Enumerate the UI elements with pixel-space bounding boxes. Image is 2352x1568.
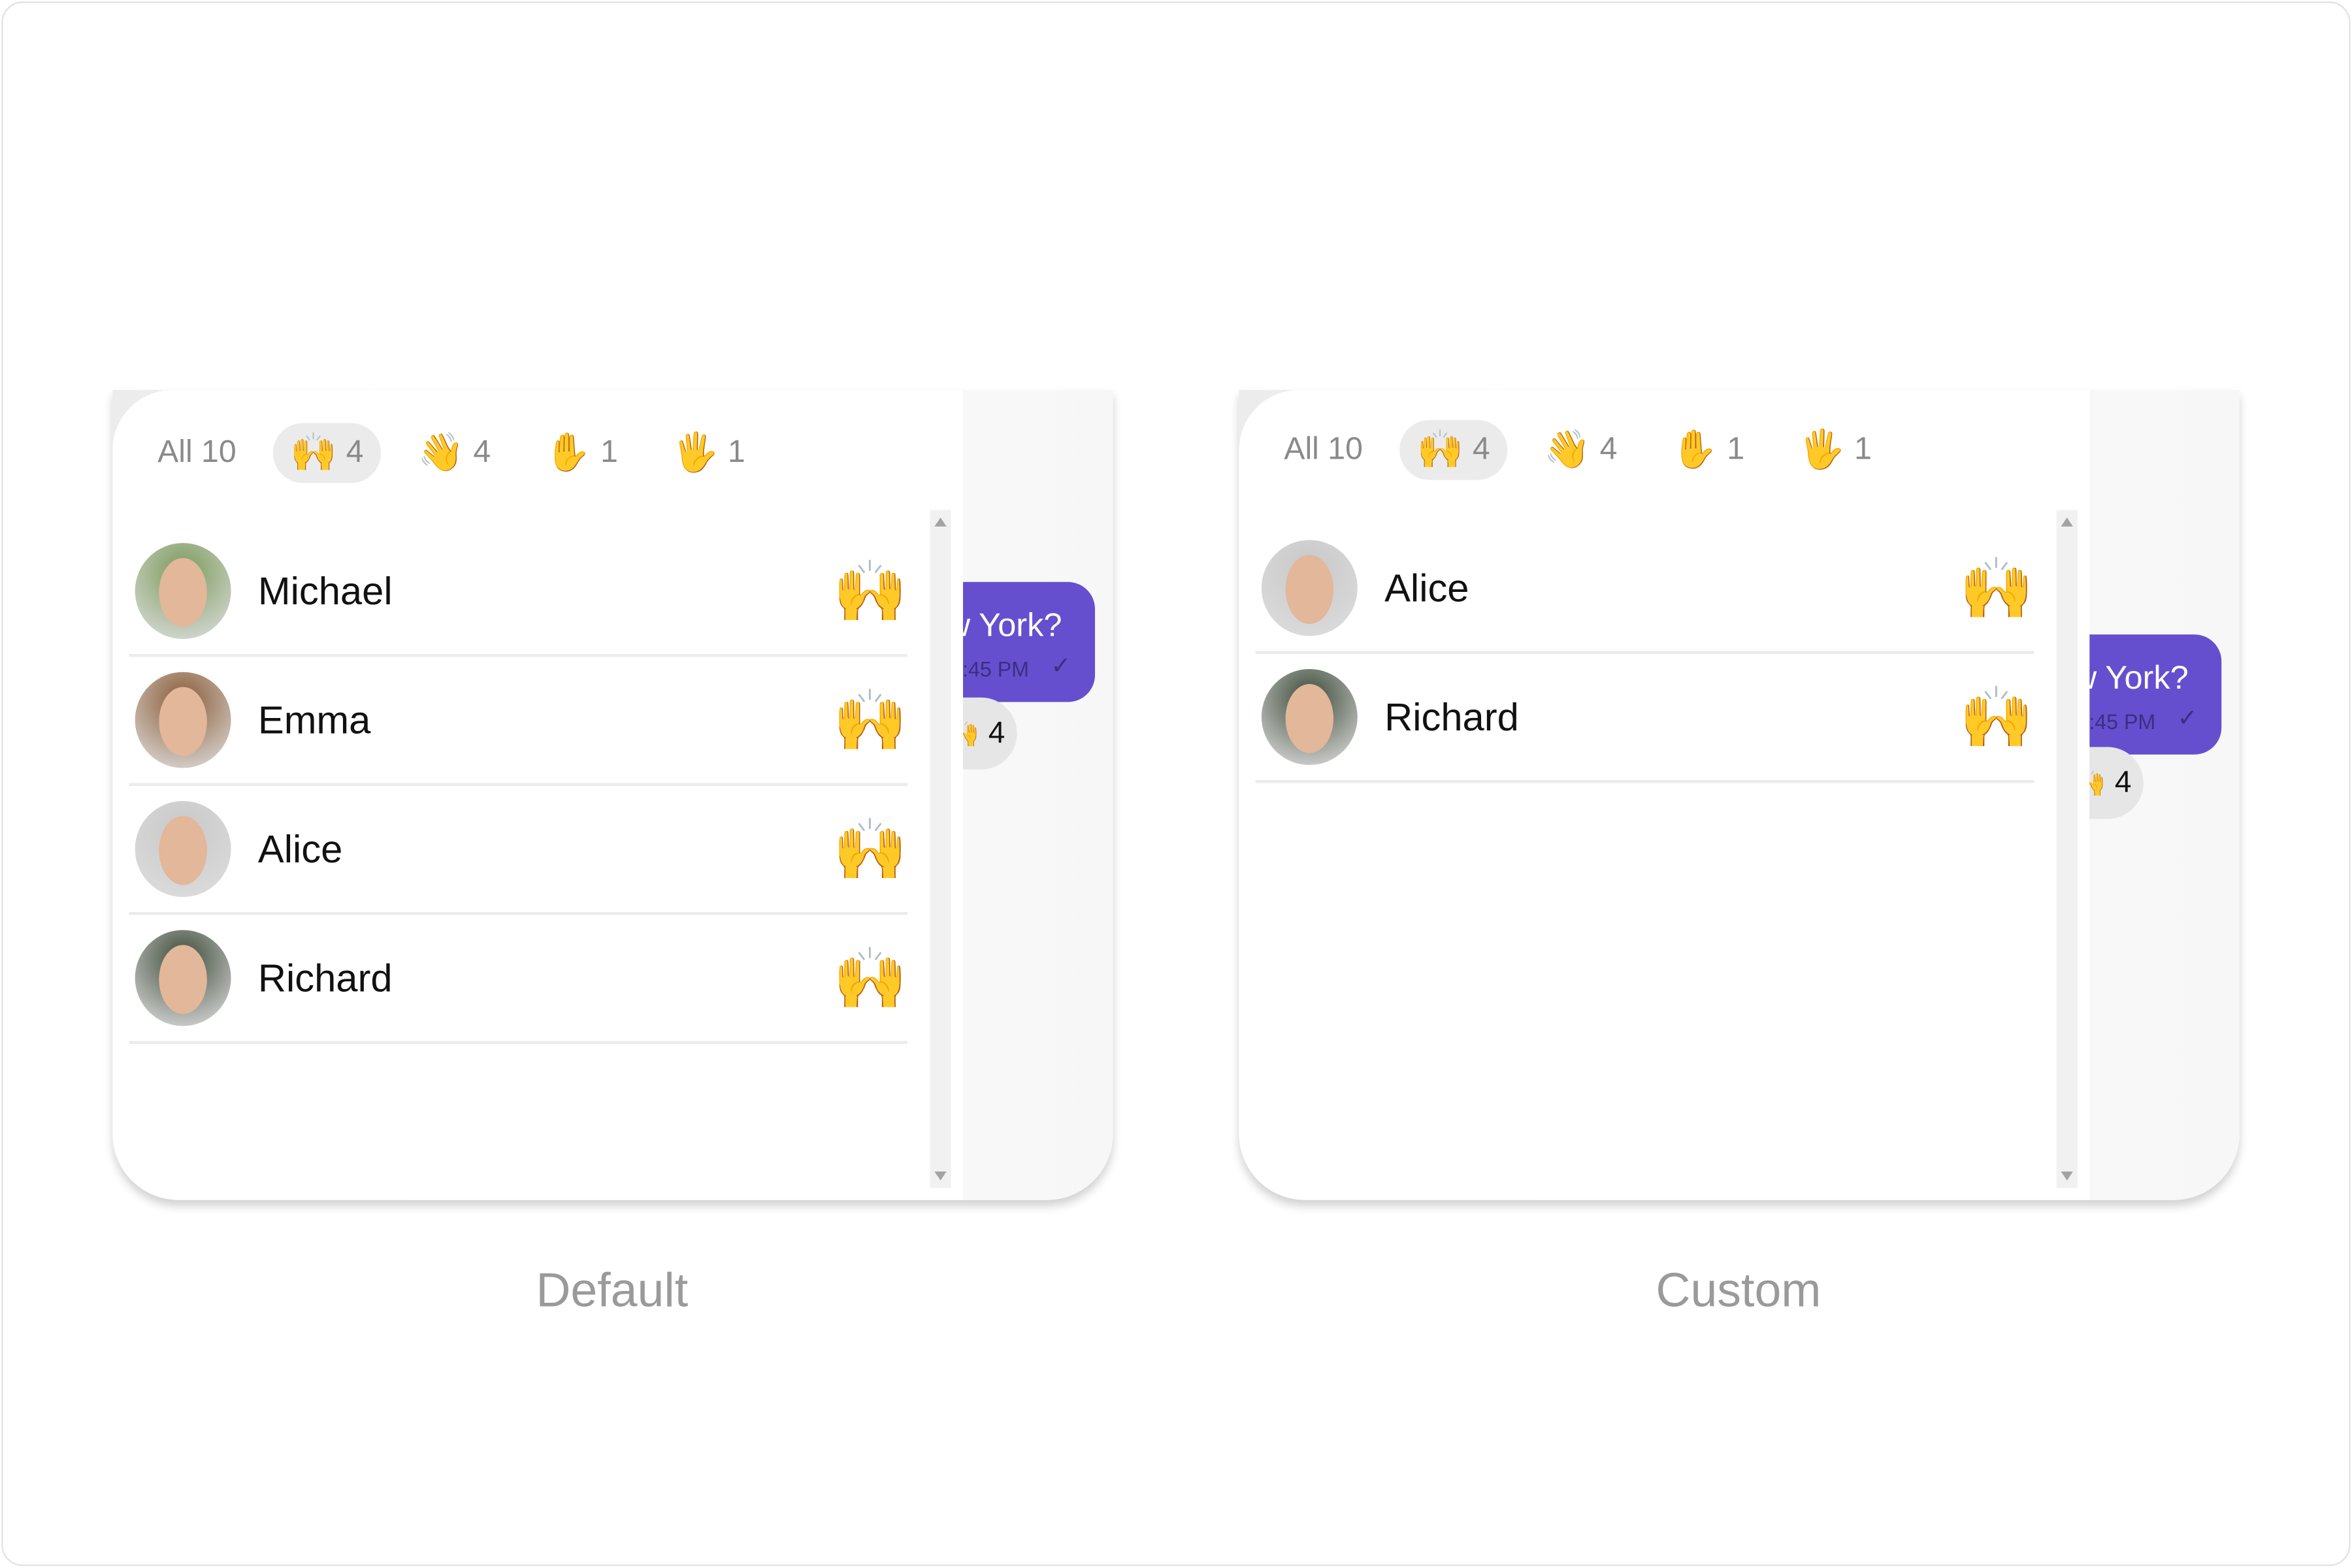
message-text: w York? bbox=[946, 606, 1062, 644]
check-icon: ✓ bbox=[2177, 706, 2198, 732]
tab-reaction-4[interactable]: 🖐 1 bbox=[1780, 420, 1889, 480]
raising-hands-icon: 🙌 bbox=[832, 687, 908, 754]
raising-hands-icon: 🙌 bbox=[832, 817, 908, 883]
tab-count: 4 bbox=[473, 434, 491, 470]
scroll-down-arrow-icon[interactable] bbox=[2061, 1171, 2073, 1181]
avatar bbox=[135, 930, 231, 1026]
scroll-up-arrow-icon[interactable] bbox=[934, 517, 947, 527]
avatar bbox=[1261, 668, 1358, 765]
reactions-popover: All 10 🙌 4 👋 4 ✋ 1 🖐 1 Michael 🙌 Emma 🙌 Alice 🙌 … bbox=[112, 389, 963, 1200]
user-name: Richard bbox=[257, 955, 393, 1000]
avatar bbox=[135, 672, 231, 768]
panel-caption: Custom bbox=[1656, 1263, 1821, 1317]
reaction-count: 4 bbox=[2114, 766, 2132, 799]
tab-reaction-2[interactable]: 👋 4 bbox=[400, 423, 509, 483]
check-icon: ✓ bbox=[1051, 654, 1071, 680]
scrollbar[interactable] bbox=[930, 510, 951, 1188]
user-name: Alice bbox=[257, 825, 343, 871]
tab-reaction-1[interactable]: 🙌 4 bbox=[1398, 419, 1509, 480]
tab-label: All 10 bbox=[157, 434, 237, 470]
reaction-emoji-icon: ✋ bbox=[544, 431, 592, 474]
reactions-popover: All 10 🙌 4 👋 4 ✋ 1 🖐 1 Alice 🙌 Richard 🙌 bbox=[1239, 389, 2090, 1200]
user-name: Michael bbox=[257, 567, 393, 613]
avatar bbox=[1261, 540, 1358, 636]
tab-label: All 10 bbox=[1284, 432, 1363, 467]
message-bubble[interactable]: w York? 10:45 PM ✓ bbox=[2066, 634, 2222, 755]
list-item[interactable]: Alice 🙌 bbox=[1255, 525, 2034, 655]
reactor-list: Alice 🙌 Richard 🙌 bbox=[1255, 525, 2034, 783]
reaction-emoji-icon: 🙌 bbox=[290, 431, 337, 474]
reaction-emoji-icon: 🙌 bbox=[1416, 428, 1464, 470]
chat-background: w York? 10:45 PM ✓ 🙌4 +2 bbox=[2044, 390, 2240, 1200]
list-item[interactable]: Emma 🙌 bbox=[129, 657, 908, 787]
reaction-list-card-default: w York? 10:45 PM ✓ 🙌4 +2 All 10🙌4👋4✋1🖐1 … bbox=[112, 389, 1113, 1200]
tab-count: 1 bbox=[727, 434, 745, 470]
reaction-emoji-icon: ✋ bbox=[1671, 428, 1718, 470]
reactor-list: Michael 🙌 Emma 🙌 Alice 🙌 Richard 🙌 bbox=[129, 528, 908, 1044]
user-name: Richard bbox=[1384, 693, 1519, 739]
reaction-list-card-custom: w York? 10:45 PM ✓ 🙌4 +2 All 10🙌4👋4✋1🖐1 … bbox=[1239, 389, 2240, 1200]
tab-count: 1 bbox=[600, 434, 618, 470]
tab-reaction-0[interactable]: All 10 bbox=[1266, 420, 1381, 480]
panel-caption: Default bbox=[536, 1263, 689, 1317]
reaction-count: 4 bbox=[988, 716, 1005, 749]
scroll-down-arrow-icon[interactable] bbox=[934, 1171, 947, 1181]
tab-reaction-4[interactable]: 🖐 1 bbox=[654, 423, 763, 483]
tab-reaction-2[interactable]: 👋 4 bbox=[1526, 420, 1635, 480]
tab-reaction-3[interactable]: ✋ 1 bbox=[527, 423, 636, 483]
reaction-emoji-icon: 🖐 bbox=[672, 431, 719, 474]
tab-reaction-3[interactable]: ✋ 1 bbox=[1654, 420, 1763, 480]
scrollbar[interactable] bbox=[2056, 510, 2078, 1188]
avatar bbox=[135, 801, 231, 897]
user-name: Alice bbox=[1384, 564, 1469, 610]
tab-count: 1 bbox=[1854, 432, 1872, 467]
tab-count: 4 bbox=[346, 434, 364, 470]
user-name: Emma bbox=[257, 696, 371, 742]
list-item[interactable]: Richard 🙌 bbox=[1255, 654, 2034, 783]
reaction-emoji-icon: 👋 bbox=[1544, 428, 1591, 470]
tab-count: 1 bbox=[1727, 432, 1745, 467]
reaction-tabs: All 10 🙌 4 👋 4 ✋ 1 🖐 1 bbox=[1266, 419, 1908, 480]
raising-hands-icon: 🙌 bbox=[832, 945, 908, 1012]
raising-hands-icon: 🙌 bbox=[1959, 685, 2034, 751]
avatar bbox=[135, 543, 231, 640]
list-item[interactable]: Alice 🙌 bbox=[129, 786, 908, 915]
tab-reaction-0[interactable]: All 10 bbox=[140, 423, 255, 483]
reaction-tabs: All 10 🙌 4 👋 4 ✋ 1 🖐 1 bbox=[140, 423, 781, 483]
reaction-emoji-icon: 👋 bbox=[417, 431, 465, 474]
message-text: w York? bbox=[2072, 658, 2189, 696]
tab-count: 4 bbox=[1599, 432, 1618, 467]
list-item[interactable]: Michael 🙌 bbox=[129, 528, 908, 657]
raising-hands-icon: 🙌 bbox=[832, 559, 908, 625]
list-item[interactable]: Richard 🙌 bbox=[129, 915, 908, 1044]
message-bubble[interactable]: w York? 10:45 PM ✓ bbox=[939, 581, 1096, 702]
reaction-emoji-icon: 🖐 bbox=[1798, 428, 1846, 470]
chat-background: w York? 10:45 PM ✓ 🙌4 +2 bbox=[918, 390, 1113, 1200]
tab-count: 4 bbox=[1472, 432, 1490, 467]
raising-hands-icon: 🙌 bbox=[1959, 555, 2034, 622]
scroll-up-arrow-icon[interactable] bbox=[2061, 517, 2073, 527]
tab-reaction-1[interactable]: 🙌 4 bbox=[272, 423, 382, 483]
